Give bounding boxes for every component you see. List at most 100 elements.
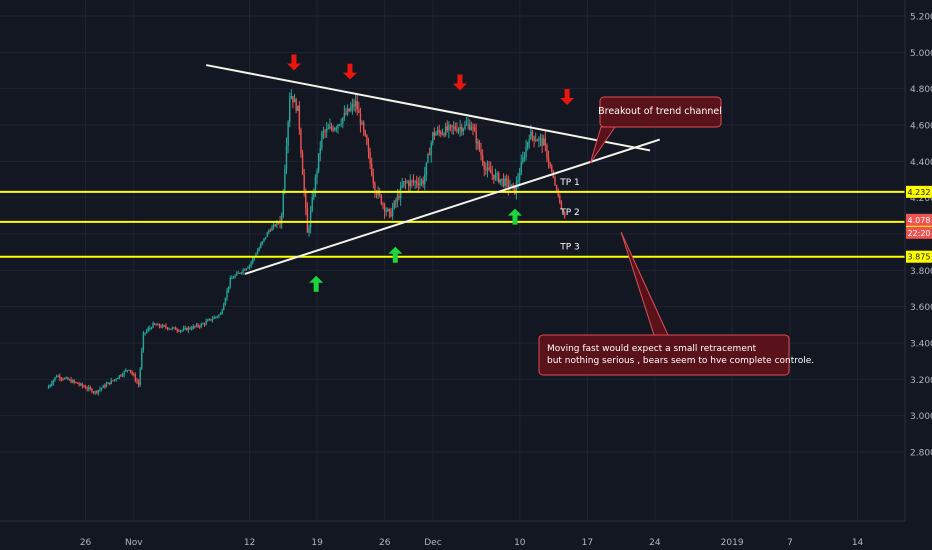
candle-body <box>250 262 252 266</box>
candle-body <box>549 162 551 167</box>
candle-body <box>396 195 399 202</box>
candle-body <box>395 201 397 203</box>
candle-body <box>551 166 553 173</box>
price-tick-label: 4.800 <box>910 85 932 95</box>
candle-body <box>141 350 143 369</box>
candle-body <box>182 328 185 331</box>
down-arrow-icon <box>286 54 301 71</box>
candle-body <box>63 378 66 380</box>
candle-body <box>276 222 278 226</box>
candle-body <box>96 391 98 393</box>
candle-body <box>102 385 104 388</box>
candle-body <box>422 180 424 185</box>
candle-body <box>305 190 307 209</box>
time-tick-label: 14 <box>852 538 864 548</box>
candle-body <box>317 153 320 171</box>
candle-body <box>47 386 50 389</box>
candle-body <box>314 176 317 194</box>
grid-lines <box>0 0 905 521</box>
candle-body <box>454 126 457 130</box>
candle-body <box>443 133 445 136</box>
candle-body <box>486 167 489 171</box>
candle-body <box>287 121 289 146</box>
candle-body <box>136 380 138 383</box>
candle-body <box>327 128 329 130</box>
candle-body <box>105 384 108 387</box>
price-axis[interactable]: 5.2005.0004.8004.6004.4004.2004.0003.800… <box>904 0 932 550</box>
candle-body <box>469 124 471 130</box>
candle-body <box>404 181 407 183</box>
candle-body <box>110 380 112 384</box>
candle-body <box>462 128 465 132</box>
price-tick-label: 5.200 <box>910 13 932 23</box>
candle-body <box>139 368 141 385</box>
candle-body <box>354 101 357 107</box>
candle-body <box>475 131 477 144</box>
candle-body <box>155 324 157 326</box>
time-tick-label: 26 <box>379 538 391 548</box>
candle-body <box>372 175 375 184</box>
candle-body <box>375 192 378 195</box>
time-tick-label: 24 <box>649 538 661 548</box>
candle-body <box>430 142 432 155</box>
candle-body <box>142 332 145 351</box>
candle-body <box>91 388 93 393</box>
candle-body <box>412 180 415 183</box>
candle-body <box>223 304 225 311</box>
candle-body <box>329 126 331 129</box>
candle-body <box>213 317 215 320</box>
candle-body <box>84 386 87 389</box>
candle-body <box>414 181 416 183</box>
price-tick-label: 3.400 <box>910 340 932 350</box>
candle-body <box>224 298 227 305</box>
candle-body <box>76 382 79 384</box>
candle-body <box>121 374 124 376</box>
time-tick-label: 19 <box>311 538 323 548</box>
candle-body <box>200 324 202 327</box>
candle-body <box>340 123 342 125</box>
candle-body <box>448 125 450 131</box>
candle-body <box>115 379 117 381</box>
candle-body <box>88 387 90 390</box>
candle-body <box>464 124 466 129</box>
candle-body <box>207 320 209 322</box>
candle-body <box>353 104 355 107</box>
candle-body <box>533 136 535 141</box>
candle-body <box>187 327 190 331</box>
candle-body <box>162 325 164 328</box>
countdown-box <box>906 226 932 239</box>
candle-body <box>226 290 228 299</box>
candle-body <box>126 370 129 372</box>
level-price-label: 4.232 <box>908 188 931 197</box>
candle-body <box>240 272 243 274</box>
candle-body <box>75 382 77 384</box>
candle-body <box>71 380 74 383</box>
candle-body <box>499 179 502 183</box>
candle-body <box>271 226 273 231</box>
down-arrow-icon <box>560 89 575 106</box>
candle-body <box>221 310 223 314</box>
candle-body <box>438 130 440 132</box>
level-label: TP 3 <box>559 243 580 253</box>
candle-body <box>419 182 421 186</box>
time-tick-label: 7 <box>787 538 793 548</box>
candle-body <box>319 147 321 154</box>
time-axis[interactable]: 26 Nov 12 19 26 Dec 10 17 24 2019 7 14 <box>0 520 905 548</box>
signal-arrows <box>286 54 575 292</box>
target-levels: TP 1 TP 2 TP 3 <box>0 178 905 258</box>
candle-body <box>149 328 151 330</box>
candle-body <box>383 204 386 212</box>
candle-body <box>325 128 328 132</box>
price-axis-panel <box>905 0 932 550</box>
candle-body <box>356 101 358 110</box>
level-price-box <box>906 250 932 263</box>
candle-body <box>522 157 524 163</box>
up-arrow-icon <box>388 246 403 263</box>
candle-body <box>297 105 299 111</box>
candle-body <box>554 177 556 186</box>
candle-body <box>245 268 248 270</box>
candle-body <box>131 371 133 375</box>
candle-body <box>189 327 191 329</box>
